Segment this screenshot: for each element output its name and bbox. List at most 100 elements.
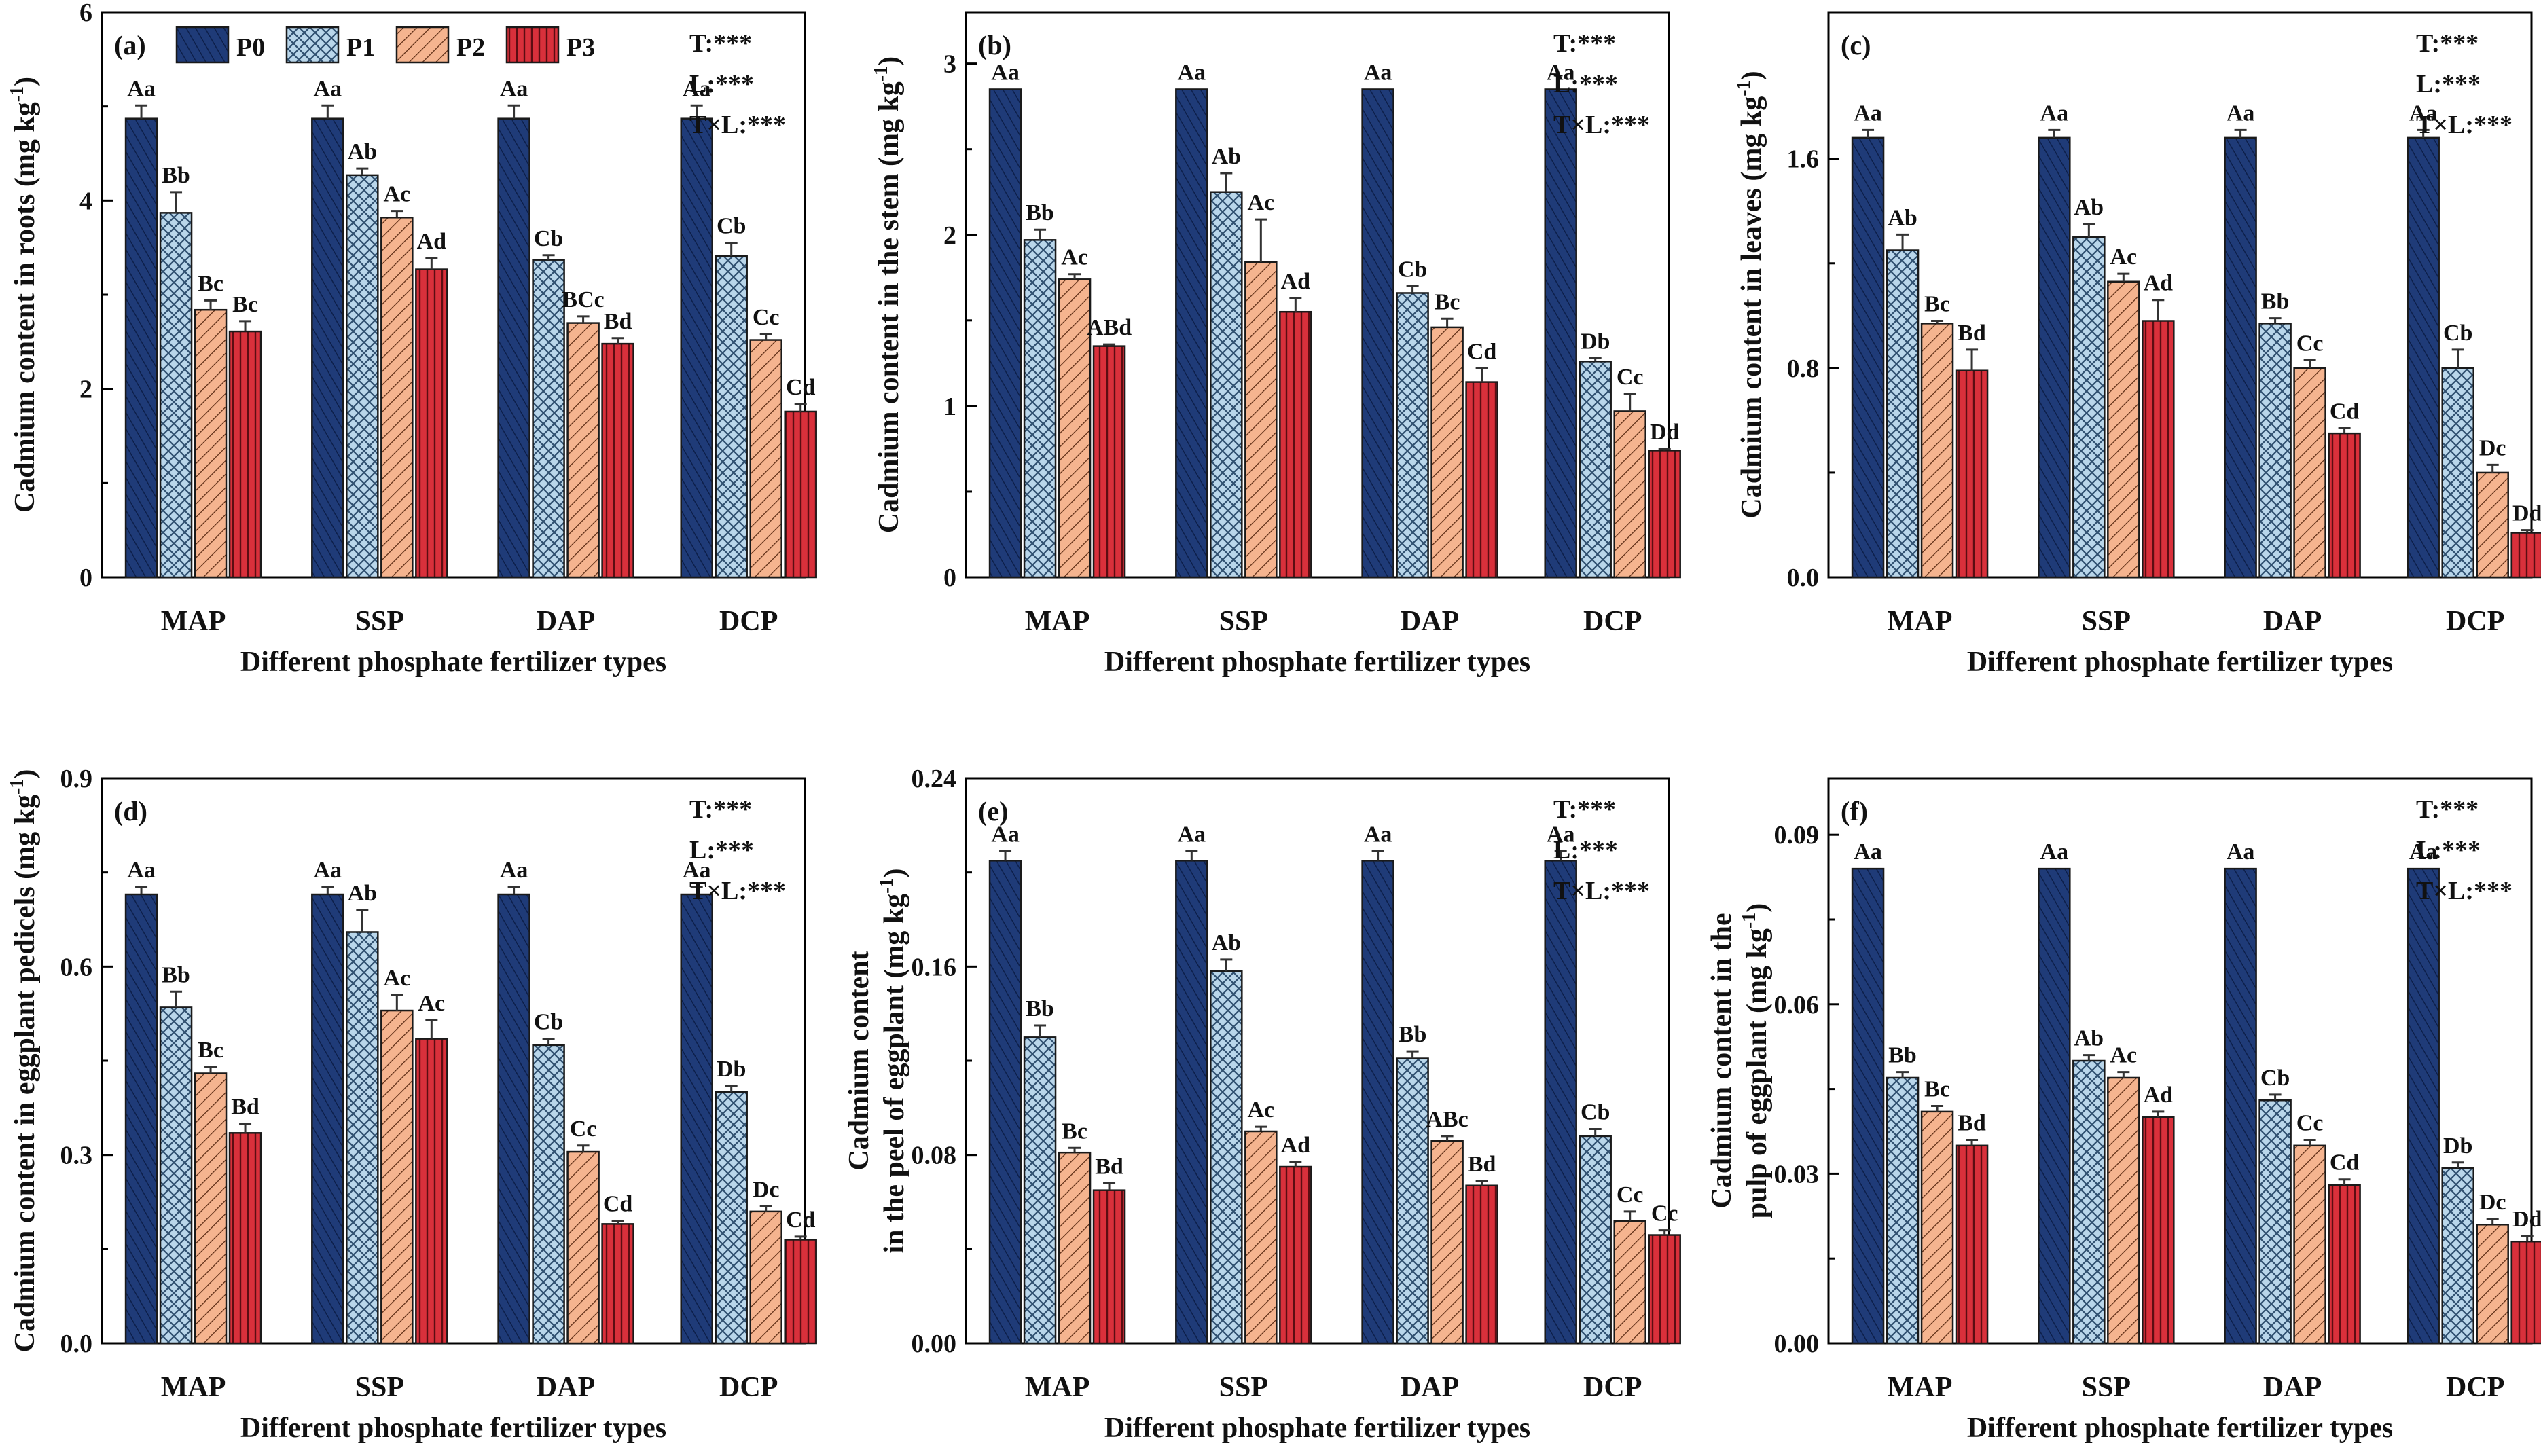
x-tick-label: DAP <box>2263 1372 2322 1403</box>
bar-P2-MAP <box>194 1072 228 1345</box>
error-bar <box>1406 285 1419 293</box>
legend-label-P1: P1 <box>346 33 375 62</box>
significance-label: Cd <box>2330 399 2360 424</box>
significance-label: Aa <box>2040 839 2069 864</box>
stats-annotation: T×L:*** <box>1553 877 1650 905</box>
significance-label: Cc <box>1617 1182 1644 1207</box>
bar-P3-DCP <box>784 1239 817 1345</box>
y-axis-label-line-1: Cadmium content in the <box>1706 913 1737 1208</box>
significance-label: Ad <box>1281 1133 1311 1158</box>
error-bar <box>2338 426 2351 434</box>
error-bar <box>321 104 334 119</box>
bar-P2-SSP <box>380 217 414 579</box>
error-bar <box>1589 1128 1602 1136</box>
error-bar <box>1103 343 1116 346</box>
bar-P3-DAP <box>1465 1184 1498 1345</box>
error-bar <box>2234 128 2247 138</box>
legend-label-P3: P3 <box>566 33 595 62</box>
error-bar <box>2152 1110 2165 1118</box>
error-bar <box>611 1220 624 1224</box>
error-bar <box>2486 463 2499 473</box>
significance-label: Aa <box>127 858 156 883</box>
x-axis-label: Different phosphate fertilizer types <box>1104 647 1530 678</box>
significance-label: Cd <box>786 1207 816 1233</box>
bar-P2-SSP <box>1244 1130 1278 1345</box>
y-tick-label: 0.8 <box>1787 354 1820 383</box>
x-tick-label: SSP <box>1219 606 1268 637</box>
stats-annotation: L:*** <box>2416 70 2481 98</box>
significance-label: Aa <box>2409 101 2438 126</box>
significance-label: Cb <box>1581 1100 1610 1125</box>
x-tick-label: DAP <box>537 606 595 637</box>
bar-P0-MAP <box>988 88 1022 579</box>
chart-panel-e: 0.00 0.08 0.16 0.24 Aa Bb Bc Bd MAP Aa Ab Ac Ad SSP Aa… <box>844 765 1681 1444</box>
x-tick-label: SSP <box>355 1372 404 1403</box>
error-bar <box>1255 1125 1267 1131</box>
error-bar <box>1441 1135 1454 1141</box>
chart-panel-c: 0.00.81.6AaAbBcBdMAPAaAbAcAdSSPAaBbCcCdD… <box>1733 11 2541 678</box>
panel-label: (e) <box>978 796 1008 826</box>
y-tick-label: 2 <box>79 376 92 404</box>
error-bar <box>2486 1218 2499 1225</box>
stats-annotation: T:*** <box>1553 795 1616 824</box>
significance-label: Bd <box>231 1094 259 1119</box>
significance-label: Ac <box>1247 1097 1274 1123</box>
error-bar <box>1896 233 1909 251</box>
stats-annotation: T:*** <box>689 29 752 58</box>
significance-label: Bd <box>1095 1154 1123 1179</box>
y-tick-label: 0.00 <box>912 1330 957 1358</box>
significance-label: Dd <box>2512 501 2541 526</box>
bar-P3-SSP <box>415 268 448 579</box>
y-tick-label: 0.3 <box>60 1142 93 1170</box>
error-bar <box>611 337 624 344</box>
bar-P2-DAP <box>566 322 600 579</box>
error-bar <box>2269 1093 2282 1101</box>
error-bar <box>1896 1071 1909 1078</box>
y-axis-label: pulp of eggplant (mg kg-1) <box>1739 903 1773 1218</box>
significance-label: Ad <box>1281 269 1311 294</box>
bar-P0-DAP <box>1361 860 1394 1345</box>
error-bar <box>1255 218 1267 263</box>
y-tick-label: 0.9 <box>60 765 93 793</box>
bar-P1-DAP <box>532 1044 565 1345</box>
error-bar <box>507 104 520 119</box>
bar-P3-SSP <box>1279 310 1312 579</box>
significance-label: Ad <box>2144 271 2174 296</box>
significance-label: Dd <box>1650 420 1680 445</box>
panel-label: (b) <box>978 30 1011 60</box>
bar-P2-DCP <box>749 1210 782 1345</box>
error-bar <box>1475 367 1488 382</box>
legend-swatch-P3 <box>505 26 560 64</box>
bar-P2-SSP <box>1244 261 1278 579</box>
bar-P2-DCP <box>1613 1220 1646 1345</box>
significance-label: Dd <box>2512 1207 2541 1232</box>
y-axis-label: Cadmium content in the stem (mg kg-1) <box>871 56 905 533</box>
y-tick-label: 0.6 <box>60 953 93 981</box>
bar-P2-SSP <box>2107 1076 2140 1345</box>
x-tick-label: SSP <box>2082 1372 2131 1403</box>
bar-P0-SSP <box>311 893 344 1345</box>
y-tick-label: 0.0 <box>1787 564 1820 592</box>
error-bar <box>759 333 772 340</box>
error-bar <box>425 257 438 270</box>
significance-label: Aa <box>1547 60 1575 85</box>
stats-annotation: T:*** <box>689 795 752 824</box>
significance-label: Cb <box>2260 1066 2290 1091</box>
significance-label: BCc <box>562 287 604 312</box>
significance-label: Aa <box>1854 839 1882 864</box>
bar-P2-DAP <box>1430 1140 1464 1345</box>
significance-label: Ab <box>1212 930 1241 956</box>
error-bar <box>1220 172 1233 192</box>
stats-annotation: L:*** <box>2416 836 2481 864</box>
bar-P0-DAP <box>1361 88 1394 579</box>
bar-P2-DAP <box>2293 1144 2326 1345</box>
error-bar <box>321 886 334 895</box>
bar-P1-DCP <box>715 255 748 579</box>
stats-annotation: T×L:*** <box>2416 111 2512 139</box>
bar-P2-DAP <box>1430 326 1464 579</box>
significance-label: Aa <box>683 858 711 883</box>
charts-root: 0246AaBbBcBcMAPAaAbAcAdSSPAaCbBCcBdDAPAa… <box>7 0 2541 1444</box>
y-axis-label: Cadmium content in eggplant pedicels (mg… <box>7 769 41 1353</box>
significance-label: Cd <box>786 375 816 400</box>
bar-P1-DCP <box>2441 1167 2474 1345</box>
